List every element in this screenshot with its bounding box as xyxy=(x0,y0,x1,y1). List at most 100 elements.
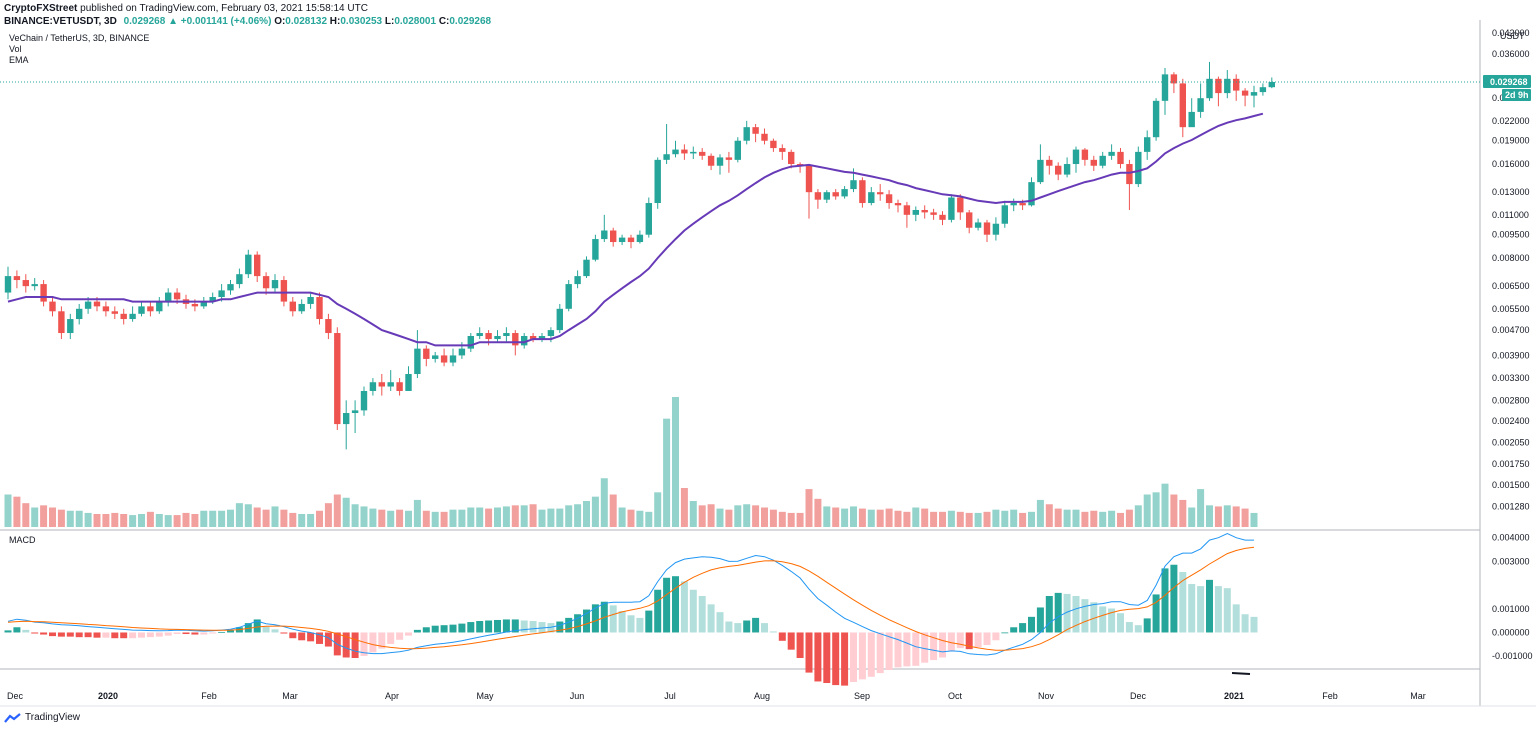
volume-bar xyxy=(1197,489,1205,527)
candle xyxy=(405,374,412,391)
volume-bar xyxy=(324,503,332,527)
price-tick-label: 0.019000 xyxy=(1492,136,1530,146)
candle xyxy=(147,306,154,312)
macd-histogram-bar xyxy=(752,617,760,633)
macd-histogram-bar xyxy=(1019,623,1027,633)
candle xyxy=(200,301,207,307)
candle xyxy=(120,313,127,320)
macd-histogram-bar xyxy=(912,632,920,666)
volume-bar xyxy=(796,512,804,527)
volume-bar xyxy=(609,494,617,527)
candle xyxy=(423,348,430,359)
volume-bar xyxy=(654,492,662,527)
volume-bar xyxy=(930,511,938,527)
macd-histogram-bar xyxy=(280,632,288,634)
tradingview-brand[interactable]: TradingView xyxy=(4,712,80,723)
candle xyxy=(271,280,279,289)
candle xyxy=(289,301,296,312)
macd-histogram-bar xyxy=(218,631,226,633)
volume-bar xyxy=(1099,511,1107,527)
volume-bar xyxy=(591,496,599,527)
volume-bar xyxy=(903,511,911,527)
macd-histogram-bar xyxy=(1010,627,1018,633)
volume-bar xyxy=(458,509,466,527)
volume-bar xyxy=(31,507,39,527)
macd-histogram-bar xyxy=(832,632,840,686)
volume-bar xyxy=(645,511,653,527)
close-value: 0.029268 xyxy=(449,16,492,27)
time-tick-label: Jun xyxy=(570,691,585,701)
price-tick-label: 0.013000 xyxy=(1492,187,1530,197)
volume-bar xyxy=(93,514,101,527)
macd-histogram-bar xyxy=(556,621,564,633)
candle xyxy=(512,333,519,346)
macd-histogram-bar xyxy=(529,621,537,633)
volume-bar xyxy=(494,507,501,527)
volume-bar xyxy=(600,478,608,527)
ema-line xyxy=(7,112,1264,347)
candle xyxy=(76,308,83,320)
candle xyxy=(565,284,572,309)
candle xyxy=(58,311,65,334)
macd-histogram-bar xyxy=(618,611,626,633)
volume-legend[interactable]: Vol xyxy=(9,44,22,54)
macd-histogram-bar xyxy=(502,619,510,633)
macd-histogram-bar xyxy=(663,577,671,633)
candle xyxy=(432,355,439,359)
candle xyxy=(992,223,1000,235)
price-tick-label: 0.016000 xyxy=(1492,159,1530,169)
time-tick-label: 2021 xyxy=(1224,691,1244,701)
candle xyxy=(165,292,172,302)
volume-bar xyxy=(271,506,279,527)
volume-bar xyxy=(1001,510,1009,527)
candle xyxy=(974,222,982,228)
macd-tick-label: 0.001000 xyxy=(1492,604,1530,614)
macd-histogram-bar xyxy=(405,632,412,636)
price-tick-label: 0.006500 xyxy=(1492,281,1530,291)
macd-histogram-bar xyxy=(903,632,911,667)
candle xyxy=(672,149,679,155)
macd-histogram-bar xyxy=(49,632,56,637)
candle xyxy=(894,203,902,206)
volume-bar xyxy=(974,512,982,527)
macd-histogram-bar xyxy=(769,631,777,633)
macd-histogram-bar xyxy=(182,632,190,635)
volume-bar xyxy=(22,503,30,527)
volume-bar xyxy=(520,505,528,527)
series-legend-title[interactable]: VeChain / TetherUS, 3D, BINANCE xyxy=(9,33,150,43)
publisher-name[interactable]: CryptoFXStreet xyxy=(4,3,78,14)
volume-bar xyxy=(1028,511,1035,527)
volume-bar xyxy=(289,512,297,527)
macd-histogram-bar xyxy=(1241,614,1249,633)
macd-histogram-bar xyxy=(538,622,546,633)
macd-legend[interactable]: MACD xyxy=(9,535,36,545)
ema-legend[interactable]: EMA xyxy=(9,55,29,65)
macd-histogram-bar xyxy=(387,632,395,644)
macd-histogram-bar xyxy=(956,632,964,649)
candle xyxy=(102,306,110,312)
candle xyxy=(111,311,118,314)
price-tick-label: 0.002050 xyxy=(1492,438,1530,448)
macd-histogram-bar xyxy=(253,619,261,633)
macd-histogram-bar xyxy=(1206,579,1213,633)
volume-bar xyxy=(182,512,190,527)
macd-histogram-bar xyxy=(1090,602,1098,633)
macd-histogram-bar xyxy=(316,632,323,644)
volume-bar xyxy=(342,497,350,527)
candle xyxy=(31,284,38,287)
volume-bar xyxy=(680,488,688,527)
macd-histogram-bar xyxy=(885,632,893,670)
countdown-label: 2d 9h xyxy=(1505,90,1529,100)
candle xyxy=(921,209,928,213)
volume-bar xyxy=(885,508,893,527)
macd-histogram-bar xyxy=(1223,588,1231,633)
volume-bar xyxy=(57,509,65,527)
volume-bar xyxy=(1250,512,1258,527)
high-label: H: xyxy=(329,16,341,27)
volume-bar xyxy=(1134,505,1142,527)
signal-line xyxy=(7,546,1255,651)
candle xyxy=(334,333,341,425)
macd-histogram-bar xyxy=(1214,586,1222,633)
low-value: 0.028001 xyxy=(394,16,437,27)
